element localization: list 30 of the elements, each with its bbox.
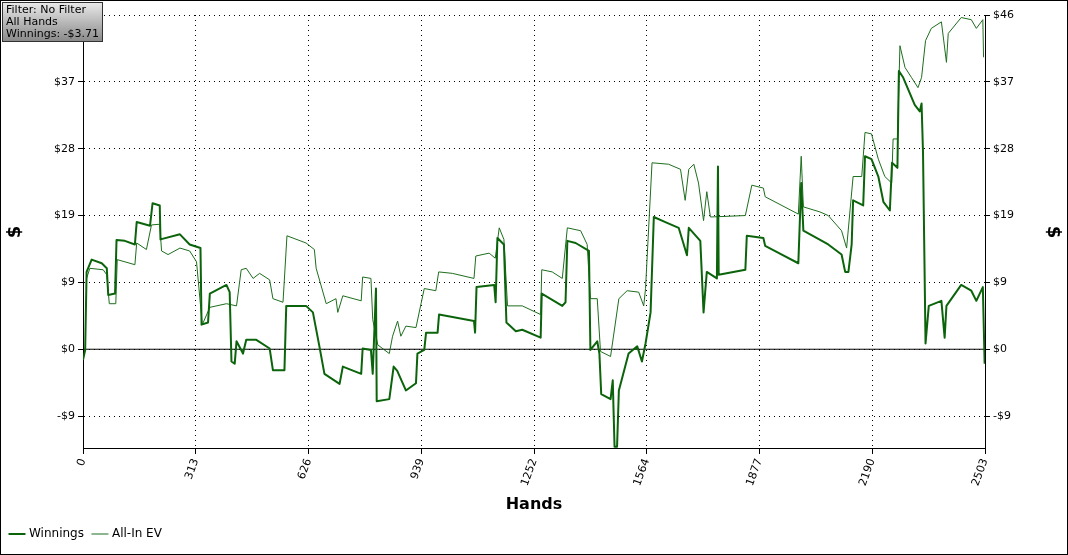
y2-tick-label: -$9 xyxy=(993,408,1011,422)
y-axis-title: $ xyxy=(3,225,25,239)
y-tick-label: $28 xyxy=(54,141,75,155)
y2-tick-label: $37 xyxy=(993,74,1014,88)
x-tick-label: 2503 xyxy=(968,456,991,488)
x-tick-label: 1564 xyxy=(630,456,653,488)
x-tick-label: 626 xyxy=(294,456,315,481)
x-tick-label: 1252 xyxy=(517,456,540,488)
x-tick-label: 939 xyxy=(407,456,427,481)
y2-tick-label: $9 xyxy=(993,275,1007,289)
annotation: Winnings: -$3.71 xyxy=(6,27,100,40)
y2-axis-title: $ xyxy=(1043,225,1065,239)
x-tick-label: 0 xyxy=(73,456,89,468)
y-tick-label: $0 xyxy=(61,342,75,356)
legend-label: Winnings xyxy=(29,526,84,541)
x-tick-label: 313 xyxy=(181,456,202,481)
y-tick-label: $9 xyxy=(61,275,75,289)
y-tick-label: $19 xyxy=(54,208,75,222)
y2-tick-label: $28 xyxy=(993,141,1014,155)
y2-tick-label: $19 xyxy=(993,208,1014,222)
x-tick-label: 2190 xyxy=(855,456,878,488)
y2-tick-label: $46 xyxy=(993,7,1014,21)
y-tick-label: $37 xyxy=(54,74,75,88)
annotation: Filter: No Filter xyxy=(6,3,87,16)
x-tick-label: 1877 xyxy=(743,456,765,488)
y2-tick-label: $0 xyxy=(993,342,1007,356)
y-tick-label: -$9 xyxy=(57,408,75,422)
legend-label: All-In EV xyxy=(111,526,163,541)
x-axis-title: Hands xyxy=(505,493,563,513)
text: All Hands xyxy=(6,15,59,28)
